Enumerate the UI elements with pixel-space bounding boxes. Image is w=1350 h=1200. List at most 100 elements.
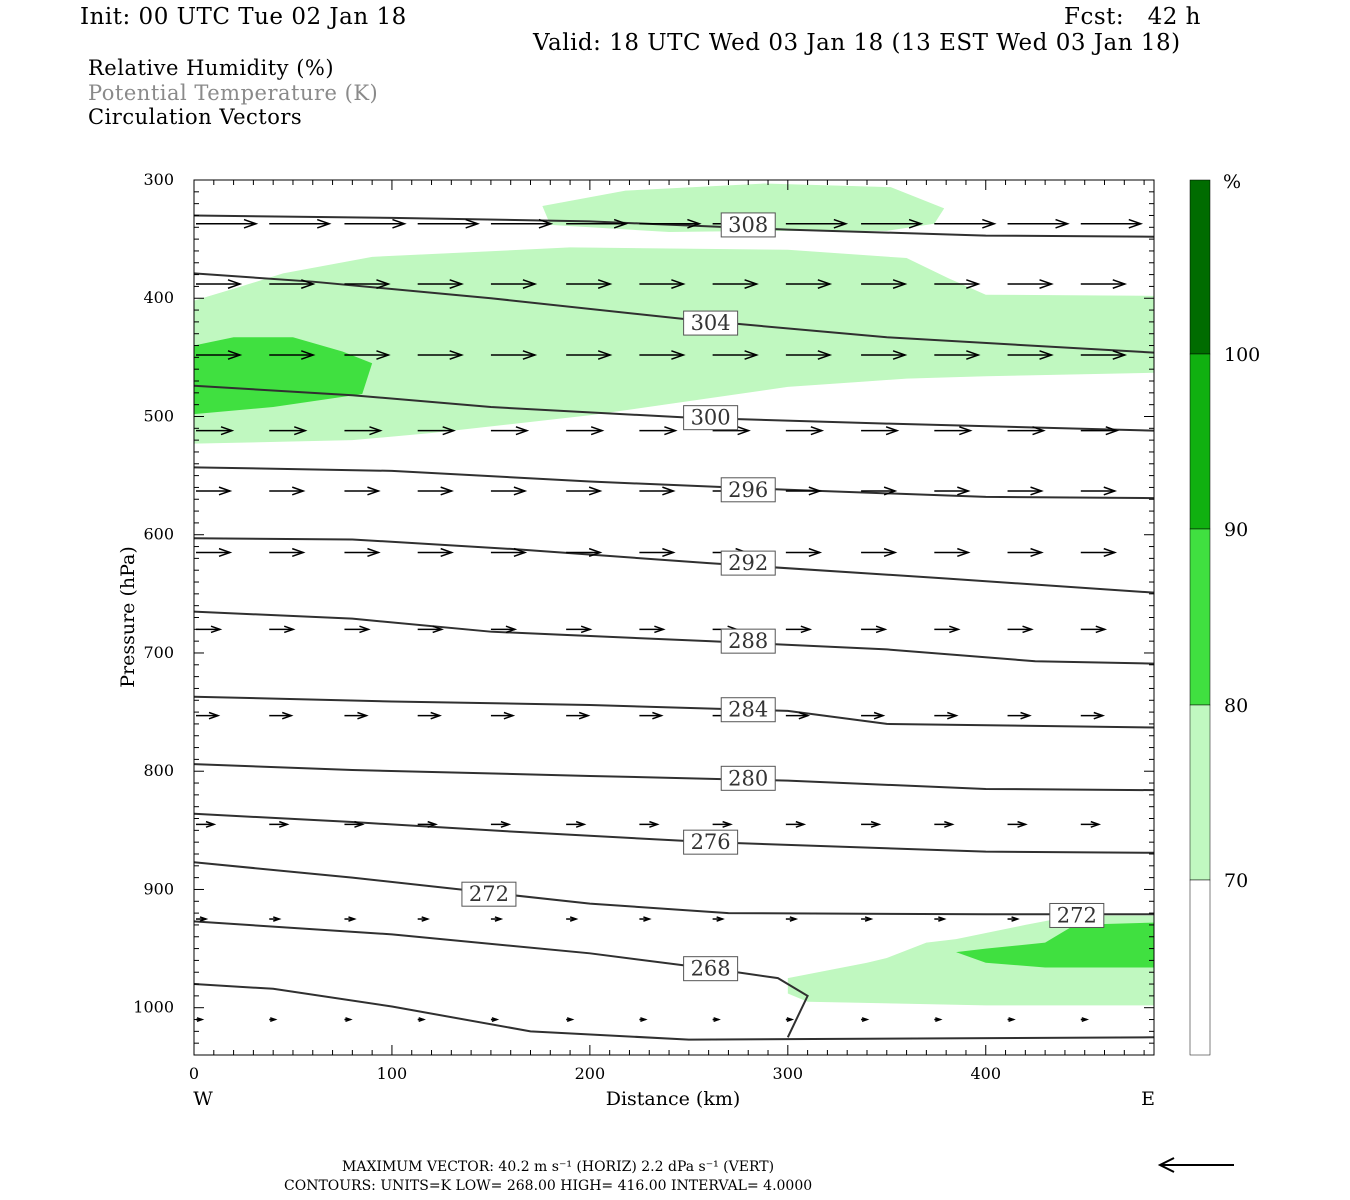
theta-contour-264 bbox=[194, 983, 1154, 1041]
vector-8-7 bbox=[712, 820, 733, 828]
vector-3-2 bbox=[344, 426, 383, 436]
vector-1-5 bbox=[566, 279, 613, 289]
vector-1-10 bbox=[934, 279, 981, 289]
vector-4-3 bbox=[417, 486, 454, 496]
vector-2-1 bbox=[269, 350, 316, 360]
legend-vectors: Circulation Vectors bbox=[88, 105, 303, 129]
svg-text:304: 304 bbox=[691, 311, 731, 335]
colorbar-segment-4 bbox=[1189, 879, 1211, 1056]
vector-2-11 bbox=[1007, 350, 1054, 360]
vector-2-2 bbox=[344, 350, 391, 360]
reference-vector bbox=[1157, 1157, 1234, 1173]
theta-contour-272 bbox=[194, 861, 1154, 916]
rh-fills bbox=[194, 183, 1154, 1006]
vector-2-5 bbox=[566, 350, 613, 360]
vector-6-11 bbox=[1007, 625, 1034, 634]
vector-6-5 bbox=[566, 625, 593, 634]
vector-0-12 bbox=[1080, 218, 1144, 229]
vector-1-0 bbox=[196, 279, 243, 289]
colorbar-level-label: 90 bbox=[1224, 519, 1248, 541]
colorbar-level-label: 70 bbox=[1224, 870, 1248, 892]
y-tick-label: 500 bbox=[143, 406, 174, 425]
vector-8-9 bbox=[861, 820, 882, 828]
vector-6-12 bbox=[1080, 625, 1108, 634]
contour-label-272: 272 bbox=[461, 881, 517, 907]
colorbar-level-label: 80 bbox=[1224, 695, 1248, 717]
vector-6-8 bbox=[785, 625, 813, 634]
vector-3-3 bbox=[417, 426, 456, 436]
y-tick-label: 900 bbox=[143, 879, 174, 898]
vector-6-4 bbox=[490, 625, 518, 634]
vector-7-10 bbox=[934, 711, 959, 720]
vector-8-3 bbox=[417, 820, 438, 828]
vector-9-0 bbox=[196, 916, 209, 922]
vector-10-11 bbox=[1007, 1017, 1016, 1022]
vector-1-11 bbox=[1007, 279, 1054, 289]
colorbar-segment-2 bbox=[1189, 528, 1211, 706]
contour-label-272: 272 bbox=[1049, 902, 1105, 928]
vector-4-0 bbox=[196, 486, 233, 496]
vector-5-9 bbox=[861, 547, 898, 558]
vector-1-4 bbox=[490, 279, 538, 289]
legend-rh: Relative Humidity (%) bbox=[88, 56, 335, 80]
theta-contour-300 bbox=[194, 384, 1154, 432]
vector-7-12 bbox=[1080, 711, 1106, 720]
svg-text:276: 276 bbox=[691, 830, 731, 854]
vector-5-10 bbox=[934, 547, 971, 558]
vector-1-2 bbox=[344, 279, 391, 289]
vector-1-9 bbox=[861, 279, 908, 289]
vector-3-5 bbox=[566, 426, 605, 436]
vector-1-3 bbox=[417, 279, 464, 289]
vector-5-8 bbox=[785, 547, 823, 558]
vector-9-4 bbox=[490, 916, 504, 922]
svg-text:280: 280 bbox=[728, 766, 768, 790]
y-tick-label: 700 bbox=[143, 643, 174, 662]
max-vector-note: MAXIMUM VECTOR: 40.2 m s⁻¹ (HORIZ) 2.2 d… bbox=[342, 1159, 774, 1175]
svg-text:296: 296 bbox=[728, 478, 768, 502]
vector-7-2 bbox=[344, 711, 369, 720]
vector-2-10 bbox=[934, 350, 981, 360]
x-tick-label: 100 bbox=[377, 1064, 408, 1083]
vector-2-4 bbox=[490, 350, 538, 360]
vector-0-8 bbox=[785, 218, 849, 229]
vector-3-4 bbox=[490, 426, 530, 436]
vector-9-10 bbox=[934, 916, 947, 922]
vector-4-1 bbox=[269, 486, 306, 496]
vector-2-9 bbox=[861, 350, 908, 360]
vector-6-10 bbox=[934, 625, 961, 634]
vector-1-7 bbox=[712, 279, 759, 289]
vector-4-9 bbox=[861, 486, 898, 496]
vector-3-12 bbox=[1080, 426, 1120, 436]
vector-3-10 bbox=[934, 426, 973, 436]
theta-contour-280 bbox=[194, 763, 1154, 792]
vector-4-2 bbox=[344, 486, 381, 496]
vector-8-12 bbox=[1080, 820, 1102, 828]
vector-8-5 bbox=[566, 820, 587, 828]
y-tick-label: 1000 bbox=[133, 998, 174, 1017]
rh-region-2 bbox=[194, 337, 373, 415]
vector-6-3 bbox=[417, 625, 444, 634]
vector-7-0 bbox=[196, 711, 221, 720]
colorbar-segment-3 bbox=[1189, 704, 1211, 881]
vector-0-2 bbox=[344, 218, 407, 229]
vector-10-1 bbox=[269, 1017, 278, 1022]
vector-10-8 bbox=[785, 1017, 795, 1022]
vector-10-12 bbox=[1080, 1017, 1090, 1022]
vector-5-6 bbox=[639, 547, 676, 558]
vector-0-6 bbox=[639, 218, 702, 229]
colorbar-segment-1 bbox=[1189, 353, 1211, 530]
vector-9-11 bbox=[1007, 916, 1020, 922]
svg-text:272: 272 bbox=[1057, 903, 1097, 927]
contour-label-296: 296 bbox=[720, 477, 776, 503]
contour-label-308: 308 bbox=[720, 212, 776, 238]
y-tick-label: 600 bbox=[143, 525, 174, 544]
vector-9-1 bbox=[269, 916, 282, 922]
vector-0-5 bbox=[566, 218, 629, 229]
vector-7-3 bbox=[417, 711, 442, 720]
vector-8-11 bbox=[1007, 820, 1028, 828]
x-axis-label: Distance (km) bbox=[606, 1088, 741, 1110]
vector-6-9 bbox=[861, 625, 888, 634]
contour-label-292: 292 bbox=[720, 550, 776, 576]
vector-10-2 bbox=[344, 1017, 353, 1022]
